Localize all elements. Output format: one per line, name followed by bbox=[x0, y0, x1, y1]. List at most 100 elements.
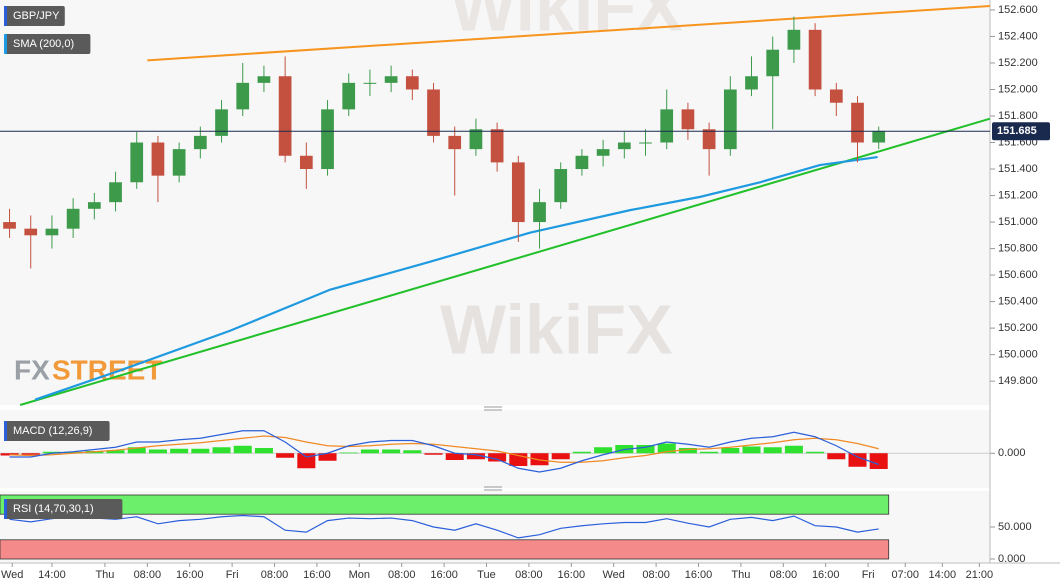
x-tick-label: 07:00 bbox=[891, 569, 919, 581]
brand-fx: FX bbox=[14, 354, 50, 385]
candle-body bbox=[702, 129, 716, 150]
histogram-bar bbox=[212, 447, 231, 454]
x-tick-label: Wed bbox=[603, 569, 625, 581]
histogram-bar bbox=[106, 450, 125, 454]
price-panel bbox=[0, 0, 990, 405]
candle-body bbox=[766, 49, 780, 77]
candle-body bbox=[109, 182, 122, 203]
x-tick-label: 08:00 bbox=[134, 569, 162, 581]
x-tick-label: 14:00 bbox=[38, 569, 66, 581]
brand-street: STREET bbox=[52, 354, 162, 385]
watermark: WikiFX bbox=[440, 290, 673, 368]
y-tick-label: 150.400 bbox=[998, 296, 1038, 308]
rsi-band bbox=[0, 539, 890, 560]
histogram-bar bbox=[191, 448, 210, 454]
y-tick-label: 151.400 bbox=[998, 163, 1038, 175]
y-tick-label: 152.000 bbox=[998, 83, 1038, 95]
histogram-bar bbox=[700, 451, 719, 454]
histogram-bar bbox=[869, 453, 888, 469]
x-tick-label: 16:00 bbox=[176, 569, 204, 581]
x-tick-label: 16:00 bbox=[685, 569, 713, 581]
legend-swatch bbox=[4, 6, 7, 26]
sma-line bbox=[34, 156, 878, 401]
macd-panel bbox=[0, 410, 990, 488]
macd-line bbox=[9, 430, 879, 473]
legend-swatch bbox=[4, 34, 7, 54]
histogram-bar bbox=[318, 453, 337, 461]
x-tick-label: Thu bbox=[95, 569, 114, 581]
candle-body bbox=[257, 76, 271, 83]
x-tick-label: 16:00 bbox=[303, 569, 331, 581]
candle-body bbox=[384, 76, 398, 83]
histogram-bar bbox=[806, 451, 825, 454]
candle-body bbox=[469, 129, 483, 150]
x-tick-label: 14:00 bbox=[929, 569, 957, 581]
histogram-bar bbox=[848, 453, 867, 467]
histogram-bar bbox=[360, 449, 379, 454]
candle-body bbox=[427, 89, 440, 136]
candle-body bbox=[193, 135, 207, 150]
candle-body bbox=[278, 76, 292, 156]
histogram-bar bbox=[42, 451, 61, 454]
candle-body bbox=[490, 129, 504, 163]
histogram-bar bbox=[466, 453, 485, 460]
histogram-bar bbox=[827, 453, 846, 460]
histogram-bar bbox=[276, 453, 295, 458]
last-price-box bbox=[992, 122, 1050, 141]
candle-body bbox=[172, 149, 186, 176]
histogram-bar bbox=[382, 449, 401, 454]
legend-box bbox=[4, 6, 65, 26]
legend-swatch bbox=[4, 499, 7, 519]
histogram-bar bbox=[488, 453, 507, 462]
histogram-bar bbox=[0, 453, 19, 456]
histogram-bar bbox=[572, 451, 591, 454]
legend-label: GBP/JPY bbox=[13, 10, 60, 22]
y-tick-label: 152.200 bbox=[998, 57, 1038, 69]
y-tick-label: 150.000 bbox=[998, 349, 1038, 361]
y-tick-label: 50.000 bbox=[998, 521, 1032, 533]
candle-body bbox=[596, 149, 610, 156]
x-tick-label: 08:00 bbox=[515, 569, 543, 581]
candle-body bbox=[681, 109, 695, 130]
candle-body bbox=[872, 131, 886, 143]
histogram-bar bbox=[64, 451, 83, 454]
candle-body bbox=[511, 162, 525, 223]
rsi-band bbox=[0, 494, 890, 515]
y-tick-label: 0.000 bbox=[998, 553, 1026, 565]
candle-body bbox=[808, 29, 822, 90]
histogram-bar bbox=[254, 448, 273, 454]
x-tick-label: Tue bbox=[477, 569, 496, 581]
histogram-bar bbox=[594, 447, 613, 454]
histogram-bar bbox=[678, 448, 697, 454]
histogram-bar bbox=[636, 445, 655, 454]
watermarks: WikiFX WikiFX FX STREET bbox=[14, 0, 683, 385]
trend-line bbox=[147, 4, 991, 62]
x-tick-label: Mon bbox=[349, 569, 370, 581]
y-tick-label: 151.000 bbox=[998, 216, 1038, 228]
candle-body bbox=[66, 208, 80, 229]
candle-body bbox=[829, 89, 843, 103]
candle-body bbox=[342, 82, 356, 110]
x-tick-label: 16:00 bbox=[558, 569, 586, 581]
histogram-bar bbox=[424, 453, 443, 455]
histogram-bar bbox=[784, 445, 803, 454]
candle-body bbox=[130, 142, 144, 183]
histogram-bar bbox=[21, 453, 40, 455]
candle-body bbox=[660, 109, 674, 143]
candle-body bbox=[215, 109, 228, 136]
y-tick-label: 152.400 bbox=[998, 30, 1038, 42]
x-tick-label: 08:00 bbox=[642, 569, 670, 581]
candle-body bbox=[533, 202, 546, 223]
y-tick-label: 151.800 bbox=[998, 110, 1038, 122]
y-tick-label: 150.200 bbox=[998, 322, 1038, 334]
histogram-bar bbox=[297, 453, 316, 469]
candle-body bbox=[24, 228, 38, 236]
candle-body bbox=[723, 89, 737, 150]
candle-body bbox=[851, 102, 864, 143]
rsi-line bbox=[9, 514, 879, 539]
histogram-bar bbox=[721, 448, 740, 454]
candle-body bbox=[745, 76, 758, 90]
histogram-bar bbox=[233, 445, 252, 454]
x-tick-label: 08:00 bbox=[261, 569, 289, 581]
